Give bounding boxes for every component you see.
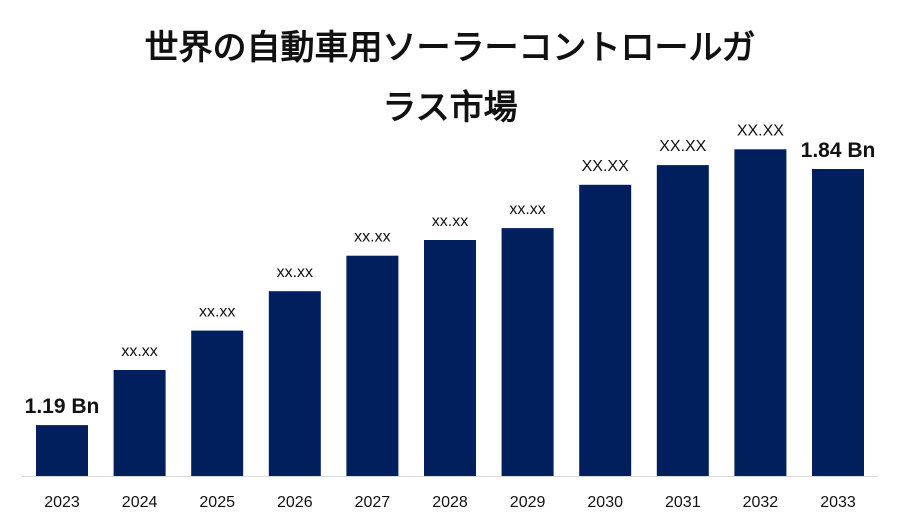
bar-2031 [656, 165, 709, 476]
data-label-2027: xx.xx [354, 229, 390, 246]
data-label-2028: xx.xx [432, 213, 468, 230]
data-label-2023: 1.19 Bn [25, 395, 100, 418]
x-tick-label-2026: 2026 [277, 494, 313, 511]
x-tick-label-2030: 2030 [587, 494, 623, 511]
data-label-2029: xx.xx [509, 201, 545, 218]
bar-2030 [579, 184, 632, 477]
bar-2029 [501, 228, 554, 476]
bar-2032 [734, 149, 787, 477]
data-label-2026: xx.xx [277, 264, 313, 281]
bar-2023 [36, 425, 88, 476]
chart-title: 世界の自動車用ソーラーコントロールガ ラス市場 [0, 18, 900, 138]
data-label-2033: 1.84 Bn [801, 139, 876, 162]
data-label-2024: xx.xx [121, 343, 157, 360]
bar-2025 [191, 330, 244, 476]
x-tick-label-2029: 2029 [510, 494, 546, 511]
bar-2024 [113, 370, 166, 476]
data-label-2031: XX.XX [659, 138, 706, 155]
bar-2028 [424, 240, 476, 476]
x-tick-label-2031: 2031 [665, 494, 701, 511]
x-tick-label-2027: 2027 [355, 494, 391, 511]
data-label-2032: XX.XX [737, 122, 784, 139]
data-label-2025: xx.xx [199, 304, 235, 321]
chart-title-line-2: ラス市場 [382, 88, 518, 128]
x-tick-label-2032: 2032 [743, 494, 779, 511]
bar-2033 [812, 169, 864, 476]
x-tick-label-2028: 2028 [432, 494, 468, 511]
data-label-2030: XX.XX [582, 158, 629, 175]
bar-2026 [268, 291, 321, 476]
x-tick-label-2033: 2033 [820, 494, 856, 511]
x-tick-label-2024: 2024 [122, 494, 158, 511]
chart-title-line-1: 世界の自動車用ソーラーコントロールガ [144, 28, 756, 68]
x-tick-label-2025: 2025 [199, 494, 235, 511]
bar-2027 [346, 255, 399, 476]
x-tick-label-2023: 2023 [44, 494, 80, 511]
